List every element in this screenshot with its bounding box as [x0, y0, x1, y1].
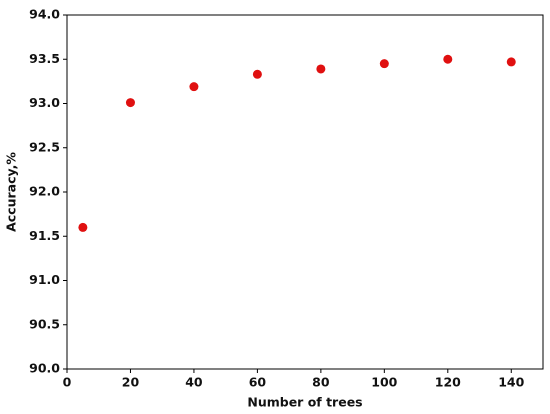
x-tick-label: 20 — [122, 375, 140, 390]
data-point — [316, 64, 326, 74]
y-tick-label: 92.0 — [29, 184, 60, 199]
data-point — [252, 69, 262, 79]
y-tick-label: 93.0 — [29, 95, 60, 110]
y-tick-label: 90.0 — [29, 361, 60, 376]
y-tick-label: 90.5 — [29, 316, 60, 331]
y-tick-label: 92.5 — [29, 139, 60, 154]
data-point — [443, 54, 453, 64]
data-point — [125, 98, 135, 108]
plot-frame — [66, 14, 544, 370]
y-tick-label: 94.0 — [29, 7, 60, 22]
y-tick-label: 91.5 — [29, 228, 60, 243]
data-point — [78, 222, 88, 232]
y-axis-title: Accuracy,% — [4, 152, 19, 232]
data-point — [379, 59, 389, 69]
x-tick-label: 80 — [312, 375, 330, 390]
x-axis-title: Number of trees — [247, 395, 362, 410]
data-point — [506, 57, 516, 67]
x-tick-label: 0 — [63, 375, 72, 390]
x-tick-label: 40 — [185, 375, 203, 390]
y-tick-label: 91.0 — [29, 272, 60, 287]
x-tick-label: 120 — [435, 375, 461, 390]
x-tick-label: 60 — [249, 375, 267, 390]
data-point — [189, 82, 199, 92]
x-tick-label: 100 — [371, 375, 397, 390]
y-tick-label: 93.5 — [29, 51, 60, 66]
x-tick-label: 140 — [498, 375, 524, 390]
